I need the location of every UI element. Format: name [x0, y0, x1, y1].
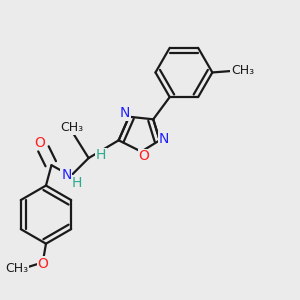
Text: CH₃: CH₃: [5, 262, 28, 275]
Text: CH₃: CH₃: [231, 64, 254, 77]
Text: H: H: [96, 148, 106, 163]
Text: N: N: [120, 106, 130, 121]
Text: H: H: [71, 176, 82, 190]
Text: O: O: [138, 149, 149, 164]
Text: N: N: [61, 168, 71, 182]
Text: CH₃: CH₃: [60, 121, 83, 134]
Text: O: O: [34, 136, 45, 150]
Text: O: O: [37, 257, 48, 271]
Text: N: N: [159, 132, 169, 146]
